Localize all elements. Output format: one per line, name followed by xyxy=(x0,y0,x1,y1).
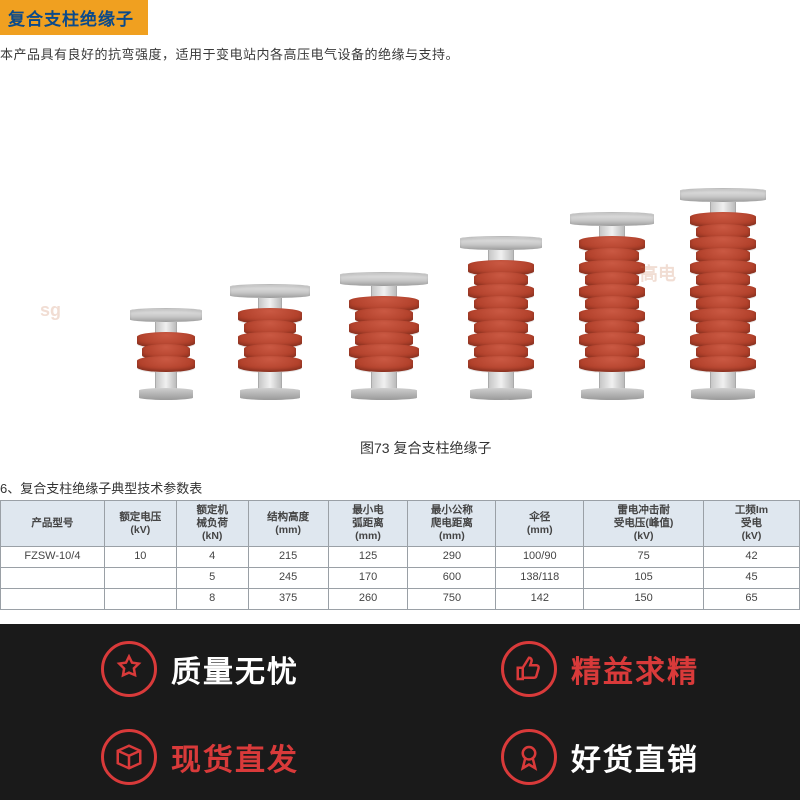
medal-icon xyxy=(501,729,557,785)
table-header: 产品型号 xyxy=(1,501,105,547)
table-header: 雷电冲击耐受电压(峰值)(kV) xyxy=(584,501,704,547)
figure-insulators xyxy=(120,80,800,440)
thumb-icon xyxy=(501,641,557,697)
table-header: 额定电压(kV) xyxy=(104,501,176,547)
slogan-text: 现货直发 xyxy=(171,735,299,779)
promo-banner-bottom: 现货直发 好货直销 xyxy=(0,714,800,800)
section-title: 复合支柱绝缘子 xyxy=(0,0,148,35)
table-header: 伞径(mm) xyxy=(496,501,584,547)
insulator xyxy=(460,236,542,400)
table-header: 结构高度(mm) xyxy=(248,501,328,547)
badge-icon xyxy=(101,641,157,697)
slogan-craft: 精益求精 xyxy=(501,641,699,697)
slogan-stock: 现货直发 xyxy=(101,729,299,785)
table-row: 5245170600138/11810545 xyxy=(1,568,800,589)
slogan-text: 质量无忧 xyxy=(171,647,299,691)
box-icon xyxy=(101,729,157,785)
table-row: 837526075014215065 xyxy=(1,588,800,609)
table-row: FZSW-10/4104215125290100/907542 xyxy=(1,547,800,568)
table-header: 额定机械负荷(kN) xyxy=(176,501,248,547)
table-header: 最小电弧距离(mm) xyxy=(328,501,408,547)
promo-banner-top: 质量无忧 精益求精 xyxy=(0,624,800,714)
insulator xyxy=(230,284,310,400)
slogan-text: 好货直销 xyxy=(571,735,699,779)
table-header: 最小公称爬电距离(mm) xyxy=(408,501,496,547)
intro-text: 本产品具有良好的抗弯强度，适用于变电站内各高压电气设备的绝缘与支持。 xyxy=(0,44,459,63)
insulator xyxy=(680,188,766,400)
table-title: 6、复合支柱绝缘子典型技术参数表 xyxy=(0,478,202,497)
slogan-quality: 质量无忧 xyxy=(101,641,299,697)
slogan-direct: 好货直销 xyxy=(501,729,699,785)
insulator xyxy=(570,212,654,400)
insulator xyxy=(340,272,428,400)
table-header: 工频Im受电(kV) xyxy=(704,501,800,547)
spec-table: 产品型号额定电压(kV)额定机械负荷(kN)结构高度(mm)最小电弧距离(mm)… xyxy=(0,500,800,610)
insulator xyxy=(130,308,202,400)
slogan-text: 精益求精 xyxy=(571,647,699,691)
watermark: sg xyxy=(40,300,61,321)
